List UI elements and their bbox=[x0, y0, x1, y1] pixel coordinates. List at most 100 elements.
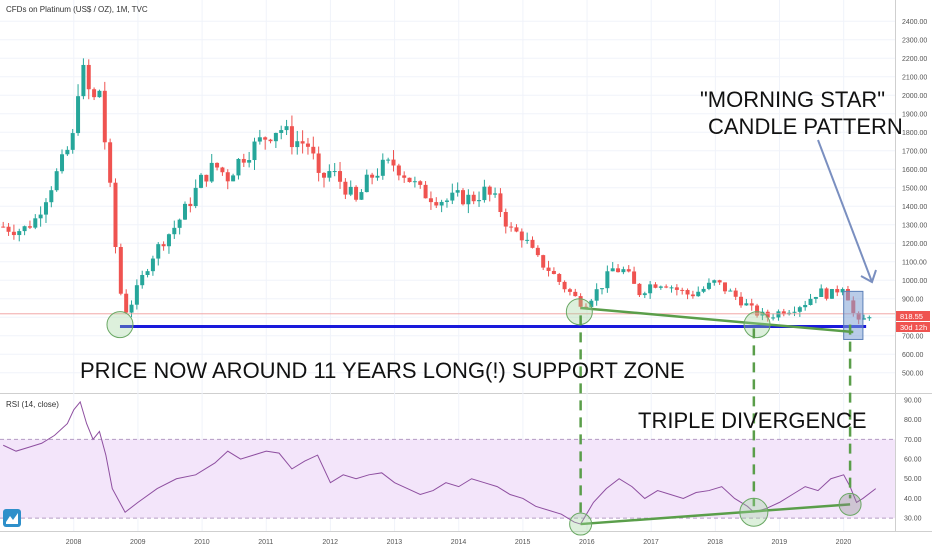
candle-body bbox=[257, 137, 262, 142]
last-price-tag bbox=[896, 311, 930, 321]
rsi-series-line bbox=[2, 400, 877, 525]
price-tick-label: 2400.00 bbox=[902, 19, 927, 26]
candle-body bbox=[161, 244, 166, 247]
time-tick-label: 2010 bbox=[194, 539, 210, 546]
candle-body bbox=[471, 194, 476, 202]
candle-body bbox=[145, 271, 150, 276]
candle-body bbox=[680, 289, 685, 291]
candle-body bbox=[861, 318, 866, 320]
candle-body bbox=[621, 269, 626, 273]
candle-body bbox=[739, 296, 744, 306]
time-tick-label: 2013 bbox=[387, 539, 403, 546]
candle-body bbox=[509, 226, 514, 228]
candle-body bbox=[744, 303, 749, 306]
candle-body bbox=[70, 133, 75, 150]
candle-body bbox=[557, 274, 562, 282]
price-tick-label: 1100.00 bbox=[902, 259, 927, 266]
candle-body bbox=[840, 288, 845, 293]
candle-body bbox=[113, 182, 118, 248]
candle-body bbox=[134, 285, 139, 305]
price-tick-label: 1500.00 bbox=[902, 185, 927, 192]
candle-body bbox=[498, 193, 503, 213]
candle-body bbox=[482, 186, 487, 201]
candle-body bbox=[247, 160, 252, 163]
candle-body bbox=[423, 184, 428, 199]
rsi-tick-label: 90.00 bbox=[904, 397, 922, 404]
candle-body bbox=[22, 226, 27, 232]
rsi-divergence-line bbox=[580, 503, 851, 526]
candle-body bbox=[332, 171, 337, 173]
candle-body bbox=[118, 247, 123, 294]
last-price-label: 818.55 bbox=[900, 312, 923, 321]
price-tick-label: 1400.00 bbox=[902, 204, 927, 211]
countdown-tag bbox=[896, 322, 930, 332]
candle-body bbox=[412, 181, 417, 183]
candle-body bbox=[600, 288, 605, 290]
price-tick-label: 2200.00 bbox=[902, 56, 927, 63]
candle-body bbox=[541, 255, 546, 268]
logo-badge bbox=[3, 509, 21, 527]
candle-body bbox=[354, 186, 359, 200]
time-tick-label: 2017 bbox=[643, 539, 659, 546]
rsi-tick-label: 30.00 bbox=[904, 516, 922, 523]
candle-body bbox=[567, 289, 572, 292]
candle-body bbox=[108, 142, 113, 183]
candle-body bbox=[781, 311, 786, 315]
candle-body bbox=[380, 159, 385, 176]
candle-body bbox=[594, 289, 599, 301]
candle-body bbox=[268, 139, 273, 142]
candle-body bbox=[637, 283, 642, 296]
price-tick-label: 1800.00 bbox=[902, 130, 927, 137]
candle-body bbox=[632, 271, 637, 284]
rsi-tick-label: 50.00 bbox=[904, 476, 922, 483]
candle-body bbox=[188, 203, 193, 207]
candle-body bbox=[289, 126, 294, 148]
candle-body bbox=[236, 158, 241, 176]
candle-body bbox=[461, 190, 466, 205]
candle-body bbox=[391, 159, 396, 166]
candle-body bbox=[434, 202, 439, 206]
tradingview-logo[interactable] bbox=[3, 509, 21, 527]
candle-body bbox=[616, 268, 621, 273]
candle-body bbox=[364, 174, 369, 193]
candle-body bbox=[605, 271, 610, 289]
price-divergence-line bbox=[580, 306, 854, 334]
candle-body bbox=[193, 187, 198, 207]
time-tick-label: 2014 bbox=[451, 539, 467, 546]
candle-body bbox=[487, 186, 492, 195]
candle-body bbox=[204, 174, 209, 182]
candle-body bbox=[338, 171, 343, 182]
candle-body bbox=[626, 269, 631, 272]
morning-star-text-line2: CANDLE PATTERN bbox=[708, 114, 903, 139]
morning-star-text-line1: "MORNING STAR" bbox=[700, 87, 885, 112]
candle-body bbox=[386, 159, 391, 161]
time-tick-label: 2016 bbox=[579, 539, 595, 546]
candle-body bbox=[43, 202, 48, 215]
price-tick-label: 2000.00 bbox=[902, 93, 927, 100]
price-tick-label: 2100.00 bbox=[902, 74, 927, 81]
rsi-tick-label: 80.00 bbox=[904, 417, 922, 424]
candle-body bbox=[658, 286, 663, 288]
price-tick-label: 500.00 bbox=[902, 370, 924, 377]
candle-body bbox=[177, 219, 182, 228]
candle-body bbox=[129, 304, 134, 313]
candle-body bbox=[38, 214, 43, 219]
candle-body bbox=[685, 290, 690, 295]
candle-body bbox=[792, 311, 797, 313]
candle-body bbox=[808, 298, 813, 305]
candle-body bbox=[321, 172, 326, 178]
candle-body bbox=[519, 231, 524, 241]
candle-body bbox=[493, 193, 498, 195]
candle-body bbox=[717, 280, 722, 283]
candle-body bbox=[776, 311, 781, 318]
candle-body bbox=[455, 190, 460, 193]
candle-body bbox=[771, 317, 776, 319]
rsi-tick-label: 40.00 bbox=[904, 496, 922, 503]
rsi-divergence-circle bbox=[569, 512, 593, 536]
candle-body bbox=[81, 64, 86, 97]
candle-body bbox=[418, 181, 423, 185]
price-tick-label: 700.00 bbox=[902, 333, 924, 340]
candle-body bbox=[27, 226, 32, 228]
